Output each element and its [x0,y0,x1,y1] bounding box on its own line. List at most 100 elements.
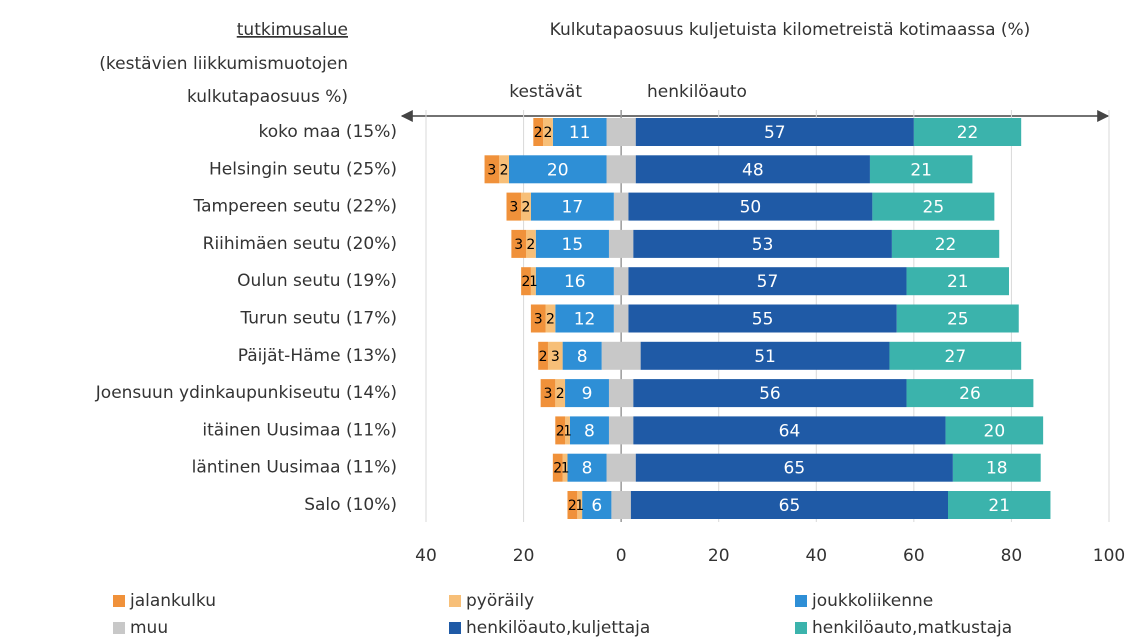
bar-segment [555,416,566,445]
bar-segment [906,379,1034,408]
data-label: 3 [534,312,543,328]
data-label: 1 [529,274,538,290]
bar-segment [499,155,509,184]
data-label: 3 [487,162,496,178]
y-tick-label: Turun seutu (17%) [239,309,397,329]
bar-segment [606,155,636,184]
bar-segment [535,229,609,258]
y-tick-label: Päijät-Häme (13%) [238,346,397,366]
bar-segment [606,118,636,146]
bar-segment [521,267,531,296]
bar-segment [552,118,607,146]
data-label: 22 [935,235,957,255]
bar-segment [628,192,873,221]
bar-segment [530,304,546,333]
data-label: 2 [522,200,531,216]
x-tick-label: 0 [616,546,627,566]
bar-segment [565,416,570,445]
bar-segment [540,379,556,408]
data-label: 2 [526,237,535,253]
bar-segment [530,192,614,221]
bar-segment [633,379,907,408]
bar-segment [547,341,563,370]
y-tick-label: Helsingin seutu (25%) [209,159,397,179]
bar-segment [569,416,609,445]
legend-swatch [795,622,807,634]
data-label: 2 [500,162,509,178]
bar-segment [521,192,531,221]
data-label: 50 [740,198,762,218]
legend-label: joukkoliikenne [811,591,933,611]
bar-segment [565,379,609,408]
data-label: 25 [923,198,945,218]
data-label: 51 [754,347,776,367]
data-label: 8 [584,421,595,441]
bar-segment [543,118,553,146]
bar-segment [533,118,544,146]
y-tick-label: Oulun seutu (19%) [237,271,397,291]
bar-segment [633,229,892,258]
bar-segment [545,304,556,333]
data-label: 48 [742,160,764,180]
x-tick-label: 20 [708,546,730,566]
bar-segment [552,453,563,482]
data-label: 65 [784,459,806,479]
data-label: 25 [947,310,969,330]
bar-segment [577,491,583,519]
bar-segment [913,118,1022,146]
bar-segment [601,341,641,370]
data-label: 22 [957,123,979,143]
data-label: 20 [547,160,569,180]
bar-segment [948,491,1051,519]
data-label: 2 [568,498,577,514]
x-tick-label: 80 [1001,546,1023,566]
y-axis-label: tutkimusalue [237,20,348,40]
legend-swatch [795,595,807,607]
data-label: 16 [564,272,586,292]
data-label: 2 [522,274,531,290]
legend-label: jalankulku [129,591,216,611]
bar-segment [555,304,614,333]
bar-segment [628,304,897,333]
y-tick-label: läntinen Uusimaa (11%) [192,458,397,478]
bar-segment [530,267,536,296]
bar-segment [555,379,566,408]
data-label: 27 [945,347,967,367]
y-axis-label: (kestävien liikkumismuotojen [99,54,348,74]
bar-segment [567,491,578,519]
bar-segment [511,229,527,258]
data-label: 12 [574,310,596,330]
x-tick-label: 40 [415,546,437,566]
data-label: 56 [759,384,781,404]
data-label: 3 [509,200,518,216]
y-tick-label: itäinen Uusimaa (11%) [202,420,397,440]
data-label: 3 [551,349,560,365]
bar-segment [945,416,1044,445]
bar-segment [508,155,607,184]
bar-segment [582,491,612,519]
data-label: 26 [959,384,981,404]
data-label: 21 [947,272,969,292]
bar-segment [613,192,629,221]
data-label: 1 [575,498,584,514]
bar-segment [869,155,973,184]
bar-segment [606,453,636,482]
x-tick-label: 40 [805,546,827,566]
data-label: 1 [563,423,572,439]
data-label: 1 [561,461,570,477]
data-label: 21 [988,496,1010,516]
data-label: 2 [553,461,562,477]
data-label: 2 [539,349,548,365]
annotation: kestävät [509,82,582,102]
data-label: 21 [910,160,932,180]
bar-segment [608,229,634,258]
y-axis-label: kulkutapaosuus %) [187,87,348,107]
data-label: 55 [752,310,774,330]
data-label: 53 [752,235,774,255]
annotation: henkilöauto [647,82,747,102]
x-tick-label: 20 [513,546,535,566]
y-tick-label: Tampereen seutu (22%) [193,197,398,217]
legend-swatch [449,622,461,634]
bar-segment [906,267,1009,296]
y-tick-label: koko maa (15%) [258,122,397,142]
